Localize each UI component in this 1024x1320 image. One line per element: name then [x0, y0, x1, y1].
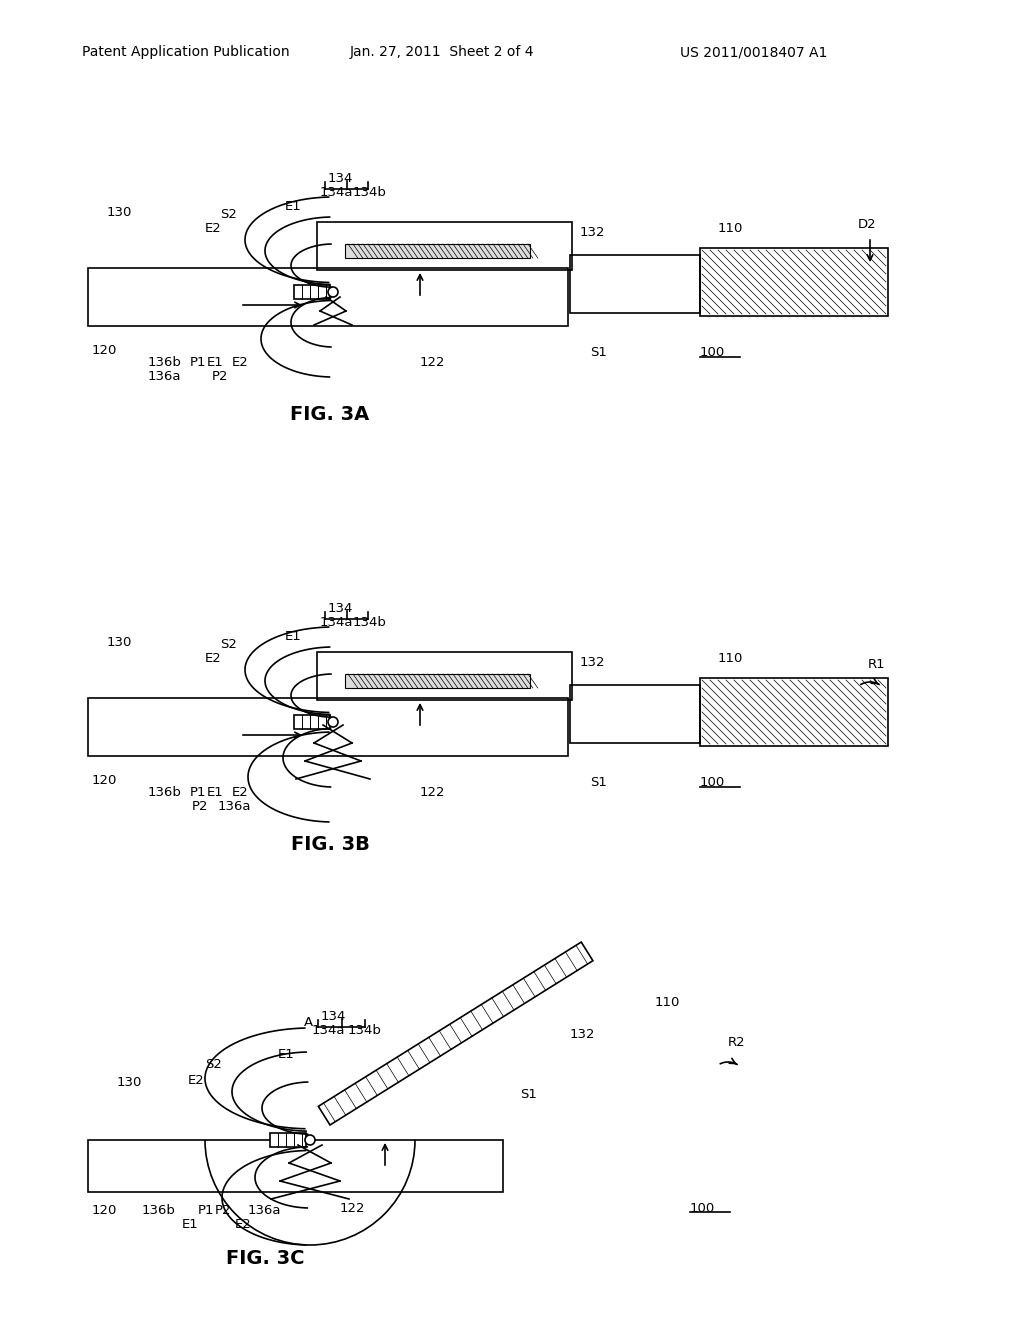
Text: 130: 130	[106, 206, 132, 219]
Circle shape	[305, 1135, 315, 1144]
Text: 136a: 136a	[218, 800, 252, 813]
Text: R2: R2	[728, 1035, 745, 1048]
Text: 130: 130	[117, 1077, 142, 1089]
Text: E2: E2	[234, 1218, 252, 1232]
Bar	[345, 244, 530, 257]
Text: D2: D2	[858, 219, 877, 231]
Text: 136b: 136b	[148, 356, 182, 370]
Text: E1: E1	[285, 630, 302, 643]
Text: Patent Application Publication: Patent Application Publication	[82, 45, 290, 59]
Text: 136a: 136a	[148, 370, 181, 383]
Bar	[294, 715, 330, 729]
Text: 100: 100	[700, 346, 725, 359]
Text: 122: 122	[420, 787, 445, 800]
Text: FIG. 3A: FIG. 3A	[291, 405, 370, 425]
Text: E1: E1	[182, 1218, 199, 1232]
Bar	[700, 248, 888, 315]
Bar	[88, 1140, 503, 1192]
Text: S1: S1	[590, 346, 607, 359]
Text: 136a: 136a	[248, 1204, 282, 1217]
Text: 134: 134	[328, 602, 352, 615]
Text: 110: 110	[718, 222, 743, 235]
Text: A: A	[303, 1015, 312, 1028]
Text: S2: S2	[205, 1059, 222, 1072]
Bar	[317, 222, 572, 271]
Text: 132: 132	[580, 226, 605, 239]
Text: 132: 132	[580, 656, 605, 668]
Text: S2: S2	[220, 209, 237, 222]
Text: 110: 110	[718, 652, 743, 664]
Text: E1: E1	[207, 787, 224, 800]
Text: E1: E1	[285, 199, 302, 213]
Text: S1: S1	[590, 776, 607, 789]
Bar	[294, 285, 330, 300]
Text: 136b: 136b	[148, 787, 182, 800]
Text: S2: S2	[220, 639, 237, 652]
Bar	[570, 685, 700, 743]
Text: P2: P2	[193, 800, 209, 813]
Bar	[88, 698, 568, 756]
Text: P1: P1	[198, 1204, 214, 1217]
Text: E2: E2	[232, 787, 249, 800]
Text: FIG. 3B: FIG. 3B	[291, 836, 370, 854]
Text: E2: E2	[188, 1073, 205, 1086]
Text: E1: E1	[207, 356, 224, 370]
Text: Jan. 27, 2011  Sheet 2 of 4: Jan. 27, 2011 Sheet 2 of 4	[350, 45, 535, 59]
Text: 120: 120	[92, 774, 118, 787]
Text: FIG. 3C: FIG. 3C	[225, 1249, 304, 1267]
Text: R1: R1	[868, 657, 886, 671]
Text: 134a: 134a	[319, 616, 353, 630]
Text: 134: 134	[321, 1010, 346, 1023]
Bar	[270, 1133, 306, 1147]
Text: E2: E2	[232, 356, 249, 370]
Text: 110: 110	[655, 995, 680, 1008]
Text: 134b: 134b	[348, 1024, 382, 1038]
Circle shape	[328, 717, 338, 727]
Text: P1: P1	[190, 787, 207, 800]
Text: 136b: 136b	[142, 1204, 176, 1217]
Text: 134b: 134b	[353, 186, 387, 199]
Text: S1: S1	[520, 1089, 537, 1101]
Text: 120: 120	[92, 343, 118, 356]
Circle shape	[328, 286, 338, 297]
Text: 130: 130	[106, 636, 132, 649]
Bar	[345, 675, 530, 688]
Text: E1: E1	[278, 1048, 295, 1061]
Text: 120: 120	[92, 1204, 118, 1217]
Text: P1: P1	[190, 356, 207, 370]
Text: 132: 132	[570, 1028, 596, 1041]
Text: US 2011/0018407 A1: US 2011/0018407 A1	[680, 45, 827, 59]
Bar	[317, 652, 572, 700]
Text: 134a: 134a	[312, 1024, 345, 1038]
Text: 134b: 134b	[353, 616, 387, 630]
Text: P2: P2	[212, 370, 228, 383]
Text: P2: P2	[215, 1204, 231, 1217]
Text: 134: 134	[328, 172, 352, 185]
Bar	[700, 678, 888, 746]
Text: 122: 122	[340, 1201, 366, 1214]
Text: 122: 122	[420, 356, 445, 370]
Text: E2: E2	[205, 222, 222, 235]
Text: 100: 100	[690, 1201, 715, 1214]
Text: 134a: 134a	[319, 186, 353, 199]
Text: E2: E2	[205, 652, 222, 664]
Bar	[88, 268, 568, 326]
Bar	[570, 255, 700, 313]
Text: 100: 100	[700, 776, 725, 789]
